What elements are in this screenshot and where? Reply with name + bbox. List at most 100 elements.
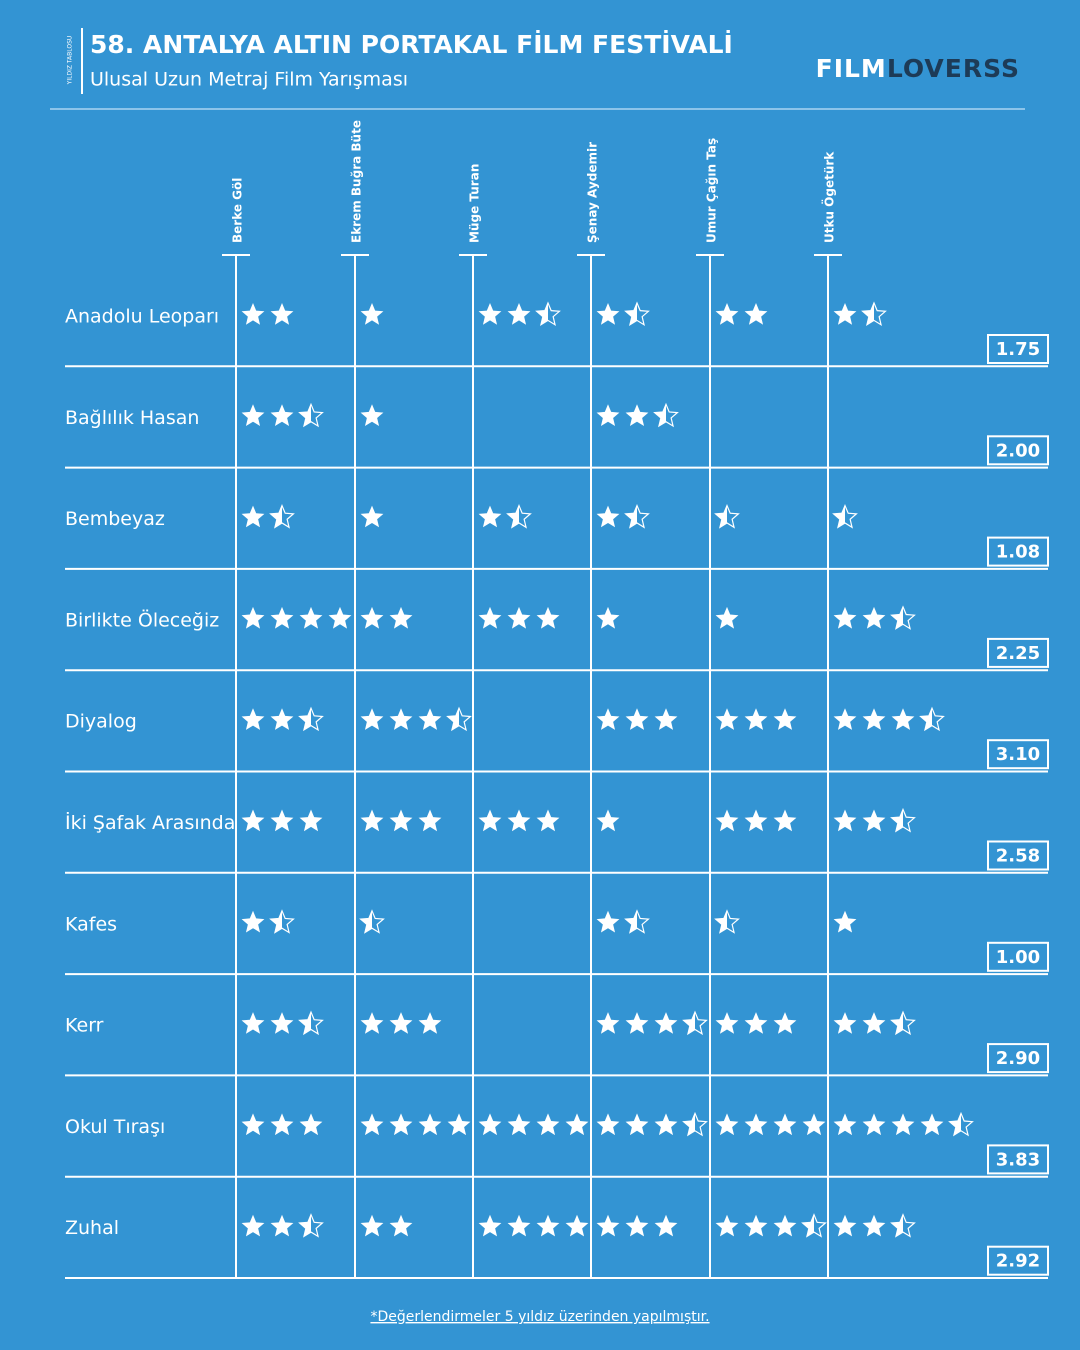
star-half xyxy=(447,708,459,730)
film-name: Kerr xyxy=(65,1015,104,1037)
star-full xyxy=(478,1113,502,1136)
star-half xyxy=(715,505,727,528)
critic-name: Müge Turan xyxy=(468,164,482,243)
star-rating xyxy=(596,708,678,730)
star-half xyxy=(683,1012,695,1034)
star-half xyxy=(270,910,282,933)
star-rating xyxy=(360,1113,471,1136)
star-full xyxy=(862,1214,886,1237)
star-full xyxy=(536,1113,560,1136)
star-full xyxy=(270,1113,294,1136)
star-full xyxy=(715,1012,739,1034)
star-rating xyxy=(715,708,797,730)
star-full xyxy=(773,1113,797,1136)
score-box xyxy=(987,536,1049,567)
star-full xyxy=(360,303,384,325)
star-half xyxy=(862,303,874,325)
star-full xyxy=(270,1012,294,1034)
star-full xyxy=(507,303,531,325)
star-full xyxy=(833,708,857,730)
star-full xyxy=(418,708,442,730)
star-full xyxy=(715,1214,739,1237)
film-name: Anadolu Leoparı xyxy=(65,306,219,328)
star-rating xyxy=(478,809,560,832)
star-full xyxy=(744,303,768,325)
star-full xyxy=(389,606,413,629)
star-full xyxy=(715,708,739,730)
star-full xyxy=(596,606,620,629)
star-rating xyxy=(241,909,295,934)
star-full xyxy=(478,303,502,325)
score-box xyxy=(987,1043,1049,1074)
star-full xyxy=(833,303,857,325)
star-full xyxy=(270,606,294,629)
star-half xyxy=(833,505,845,528)
star-full xyxy=(478,505,502,528)
star-rating xyxy=(714,909,740,934)
star-full xyxy=(478,1214,502,1237)
average-score: 1.08 xyxy=(996,542,1040,563)
star-full xyxy=(862,1012,886,1034)
star-half xyxy=(920,708,932,730)
star-full xyxy=(654,1214,678,1237)
star-rating xyxy=(241,606,352,629)
star-rating xyxy=(241,303,294,325)
film-name: Bembeyaz xyxy=(65,508,165,530)
star-rating xyxy=(715,809,797,832)
star-rating xyxy=(478,1113,589,1136)
star-full xyxy=(744,1214,768,1237)
star-rating xyxy=(360,303,384,325)
star-rating xyxy=(360,1012,442,1034)
star-full xyxy=(773,809,797,832)
score-box xyxy=(987,435,1049,466)
subtitle: Ulusal Uzun Metraj Film Yarışması xyxy=(90,69,408,91)
star-rating xyxy=(596,1214,678,1237)
star-rating xyxy=(360,809,442,832)
average-score: 3.10 xyxy=(996,744,1040,765)
score-box xyxy=(987,637,1049,668)
star-rating xyxy=(715,606,739,629)
critic-name: Berke Göl xyxy=(231,178,245,243)
star-full xyxy=(744,809,768,832)
star-full xyxy=(625,1012,649,1034)
star-half xyxy=(891,809,903,832)
star-full xyxy=(389,809,413,832)
star-full xyxy=(241,910,265,933)
star-half xyxy=(654,404,666,427)
star-rating xyxy=(715,1113,826,1136)
star-full xyxy=(241,606,265,629)
star-full xyxy=(833,1214,857,1237)
star-rating xyxy=(596,809,620,832)
star-rating xyxy=(596,606,620,629)
star-rating xyxy=(833,1010,916,1036)
average-score: 2.92 xyxy=(996,1251,1040,1272)
star-full xyxy=(241,1214,265,1237)
star-full xyxy=(596,1214,620,1237)
star-full xyxy=(241,1012,265,1034)
star-full xyxy=(744,1012,768,1034)
star-full xyxy=(478,606,502,629)
star-rating xyxy=(833,1213,916,1238)
score-box xyxy=(987,1144,1049,1175)
star-half xyxy=(949,1113,961,1136)
star-full xyxy=(389,708,413,730)
star-full xyxy=(418,1012,442,1034)
film-name: Kafes xyxy=(65,913,117,935)
side-label: YILDIZ TABLOSU xyxy=(67,36,74,86)
brand: FILMLOVERSS xyxy=(816,54,1020,83)
star-rating xyxy=(241,402,324,428)
star-full xyxy=(507,606,531,629)
star-half xyxy=(891,1214,903,1237)
star-full xyxy=(654,708,678,730)
star-full xyxy=(654,1012,678,1034)
score-box xyxy=(987,840,1049,871)
star-half xyxy=(891,1012,903,1034)
star-full xyxy=(478,809,502,832)
star-rating xyxy=(715,303,768,325)
star-full xyxy=(270,809,294,832)
star-full xyxy=(802,1113,826,1136)
star-full xyxy=(507,1113,531,1136)
film-name: Bağlılık Hasan xyxy=(65,407,199,429)
star-full xyxy=(241,505,265,528)
average-score: 2.90 xyxy=(996,1048,1040,1069)
